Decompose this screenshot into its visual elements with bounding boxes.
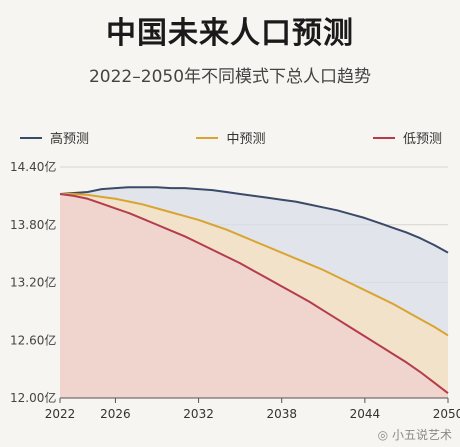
y-tick-label: 12.60亿 [10, 332, 56, 347]
legend-item-high: 高预测 [20, 128, 89, 147]
legend-label-high: 高预测 [50, 132, 90, 147]
series-line-2 [59, 192, 449, 394]
y-tick-label: 13.80亿 [10, 217, 56, 232]
y-tick-label: 14.40亿 [10, 159, 56, 174]
x-tick-label: 2022 [45, 407, 76, 420]
legend-label-low: 低预测 [402, 132, 442, 147]
legend-label-mid: 中预测 [226, 132, 266, 147]
legend-swatch-high [20, 136, 42, 139]
chart-subtitle: 2022–2050年不同模式下总人口趋势 [88, 67, 372, 87]
chart-title: 中国未来人口预测 [106, 16, 354, 51]
watermark-text: 小五说艺术 [391, 428, 452, 442]
x-tick-label: 2026 [100, 407, 131, 420]
legend-swatch-low [372, 136, 395, 139]
legend-swatch-mid [196, 136, 219, 139]
chart-legend: 高预测 中预测 低预测 [10, 128, 450, 147]
x-tick-label: 2032 [183, 407, 214, 420]
watermark: ◎ 小五说艺术 [378, 426, 452, 443]
series-line-1 [60, 192, 449, 337]
weibo-icon: ◎ [377, 428, 389, 442]
area-fill-2 [60, 193, 448, 398]
x-tick-label: 2050 [433, 407, 460, 420]
x-tick-label: 2044 [350, 407, 381, 420]
legend-item-low: 低预测 [372, 128, 442, 147]
chart-area: 12.00亿 12.60亿 13.20亿 13.80亿 14.40亿 2022 2026 20… [10, 159, 460, 420]
y-tick-label: 12.00亿 [10, 390, 56, 405]
legend-item-mid: 中预测 [196, 128, 266, 147]
series-line-0 [59, 186, 449, 254]
x-tick-label: 2038 [266, 407, 297, 420]
y-tick-label: 13.20亿 [10, 275, 56, 290]
